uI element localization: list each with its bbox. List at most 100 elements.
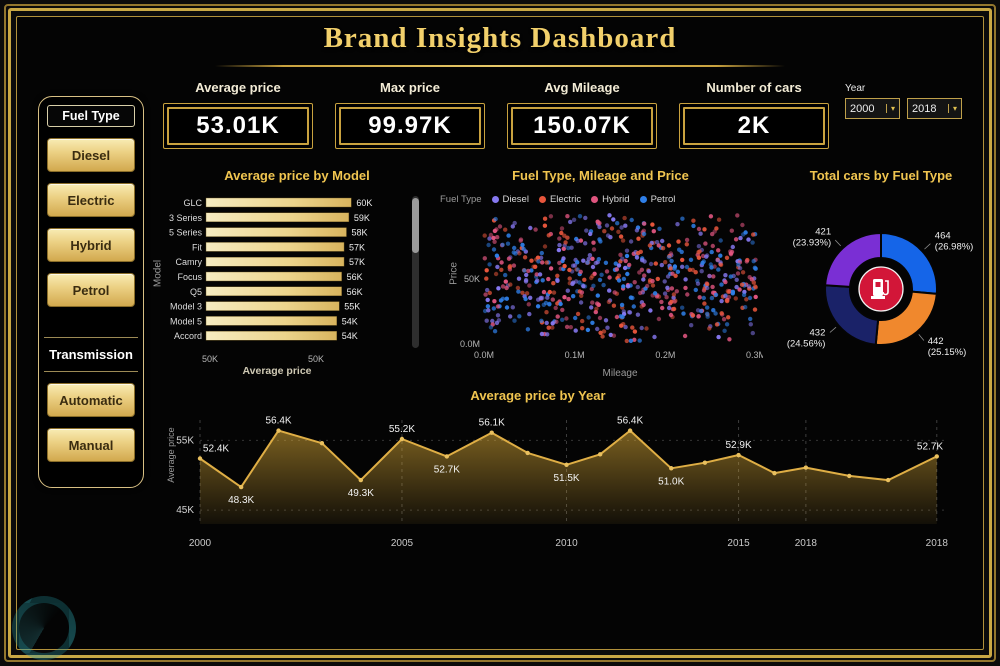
kpi-label: Number of cars <box>706 80 802 95</box>
bar[interactable] <box>205 256 345 267</box>
fuel-type-header: Fuel Type <box>47 105 135 127</box>
kpi-card: Max price 99.97K <box>335 80 485 149</box>
bar[interactable] <box>205 301 340 311</box>
bar-category-label: Accord <box>174 331 202 341</box>
scatter-chart-title: Fuel Type, Mileage and Price <box>512 168 689 183</box>
legend-label: Hybrid <box>602 194 630 205</box>
bar[interactable] <box>205 330 337 341</box>
data-point-label: 52.7K <box>434 464 460 475</box>
year-from-value: 2000 <box>850 102 875 115</box>
bar-value-label: 54K <box>342 316 358 326</box>
bar[interactable] <box>205 316 337 326</box>
bar[interactable] <box>205 242 345 252</box>
transmission-automatic-button[interactable]: Automatic <box>47 383 135 417</box>
scrollbar-thumb[interactable] <box>412 198 419 253</box>
year-filter: Year 2000 ▾ 2018 ▾ <box>845 83 970 119</box>
legend-item-diesel[interactable]: Diesel <box>491 194 529 205</box>
bar[interactable] <box>205 212 350 222</box>
scatter-x-axis-label: Mileage <box>602 368 638 379</box>
legend-item-hybrid[interactable]: Hybrid <box>591 194 630 205</box>
data-point[interactable] <box>627 428 633 433</box>
donut-slice-value: 442 <box>928 336 944 347</box>
donut-chart: 464(26.98%) 442(25.15%) 432(24.56%) 421(23.… <box>787 227 974 358</box>
data-point[interactable] <box>597 452 603 457</box>
data-point[interactable] <box>399 436 405 442</box>
year-from-dropdown[interactable]: 2000 ▾ <box>845 98 900 119</box>
bar[interactable] <box>205 271 342 282</box>
fuel-hybrid-button[interactable]: Hybrid <box>47 228 135 262</box>
data-point-label: 51.5K <box>553 473 579 484</box>
data-point[interactable] <box>885 477 891 483</box>
data-point-label: 52.4K <box>203 444 229 455</box>
data-point-label: 56.4K <box>617 416 643 427</box>
chevron-down-icon[interactable]: ▾ <box>885 104 895 113</box>
fuel-diesel-button[interactable]: Diesel <box>47 138 135 172</box>
fuel-petrol-button[interactable]: Petrol <box>47 273 135 307</box>
donut-label-leader <box>918 334 925 341</box>
scatter-y-tick: 0.0M <box>460 339 480 349</box>
donut-slice-value: 432 <box>810 327 826 338</box>
bar-value-label: 57K <box>349 242 365 252</box>
transmission-manual-button[interactable]: Manual <box>47 428 135 462</box>
data-point-label: 49.3K <box>348 488 374 499</box>
line-x-tick: 2010 <box>555 538 578 549</box>
scatter-x-tick: 0.3M <box>746 350 763 360</box>
bar[interactable] <box>205 197 352 208</box>
kpi-card: Number of cars 2K <box>679 80 829 149</box>
data-point[interactable] <box>564 462 569 467</box>
scatter-legend: Fuel Type Diesel Electric Hybrid Petrol <box>440 194 675 205</box>
legend-label: Petrol <box>650 194 676 205</box>
donut-label-leader <box>924 243 931 250</box>
kpi-value-box: 53.01K <box>163 103 313 149</box>
kpi-row: Average price 53.01K Max price 99.97K Avg Mi… <box>163 80 835 149</box>
kpi-value: 2K <box>737 112 771 139</box>
data-point[interactable] <box>847 473 852 479</box>
data-point[interactable] <box>934 454 939 459</box>
data-point-label: 52.9K <box>725 440 751 451</box>
data-point[interactable] <box>358 477 364 483</box>
fuel-pump-icon <box>858 266 904 312</box>
data-point[interactable] <box>736 452 741 458</box>
year-to-dropdown[interactable]: 2018 ▾ <box>907 98 962 119</box>
line-x-tick: 2018 <box>926 538 949 549</box>
kpi-value-box: 150.07K <box>507 103 657 149</box>
donut-slice-value: 464 <box>935 231 951 242</box>
kpi-label: Avg Mileage <box>544 80 620 95</box>
data-point[interactable] <box>525 450 530 456</box>
data-point[interactable] <box>197 456 203 461</box>
fuel-electric-button[interactable]: Electric <box>47 183 135 217</box>
kpi-label: Average price <box>195 80 281 95</box>
data-point-label: 48.3K <box>228 495 254 506</box>
kpi-value: 99.97K <box>368 112 452 139</box>
fuel-type-buttons: Diesel Electric Hybrid Petrol <box>39 138 143 307</box>
bar[interactable] <box>205 286 342 297</box>
data-point-label: 55.2K <box>389 424 415 435</box>
legend-dot <box>538 196 546 203</box>
bar-value-label: 56K <box>347 272 363 282</box>
data-point[interactable] <box>669 466 674 471</box>
data-point[interactable] <box>444 454 450 459</box>
data-point[interactable] <box>238 484 244 490</box>
legend-item-electric[interactable]: Electric <box>538 194 581 205</box>
scatter-points <box>482 213 758 344</box>
donut-label-leader <box>834 239 841 247</box>
data-point[interactable] <box>702 460 708 465</box>
chevron-down-icon[interactable]: ▾ <box>947 104 957 113</box>
data-point[interactable] <box>319 440 325 446</box>
data-point[interactable] <box>276 428 281 433</box>
bar-category-label: Q5 <box>190 287 202 297</box>
bar-category-label: Fit <box>192 242 202 252</box>
bar-chart-scrollbar[interactable] <box>412 196 419 348</box>
scatter-x-tick: 0.0M <box>474 350 494 360</box>
bar[interactable] <box>205 227 347 237</box>
line-x-tick: 2000 <box>189 538 212 549</box>
bar-category-label: GLC <box>183 198 202 208</box>
legend-item-petrol[interactable]: Petrol <box>639 194 676 205</box>
data-point[interactable] <box>803 465 809 470</box>
data-point[interactable] <box>489 430 494 435</box>
donut-slice-421[interactable] <box>824 231 882 288</box>
trend-area <box>200 430 937 524</box>
kpi-value-box: 99.97K <box>335 103 485 149</box>
bar-value-label: 55K <box>344 302 360 312</box>
data-point[interactable] <box>772 470 777 476</box>
